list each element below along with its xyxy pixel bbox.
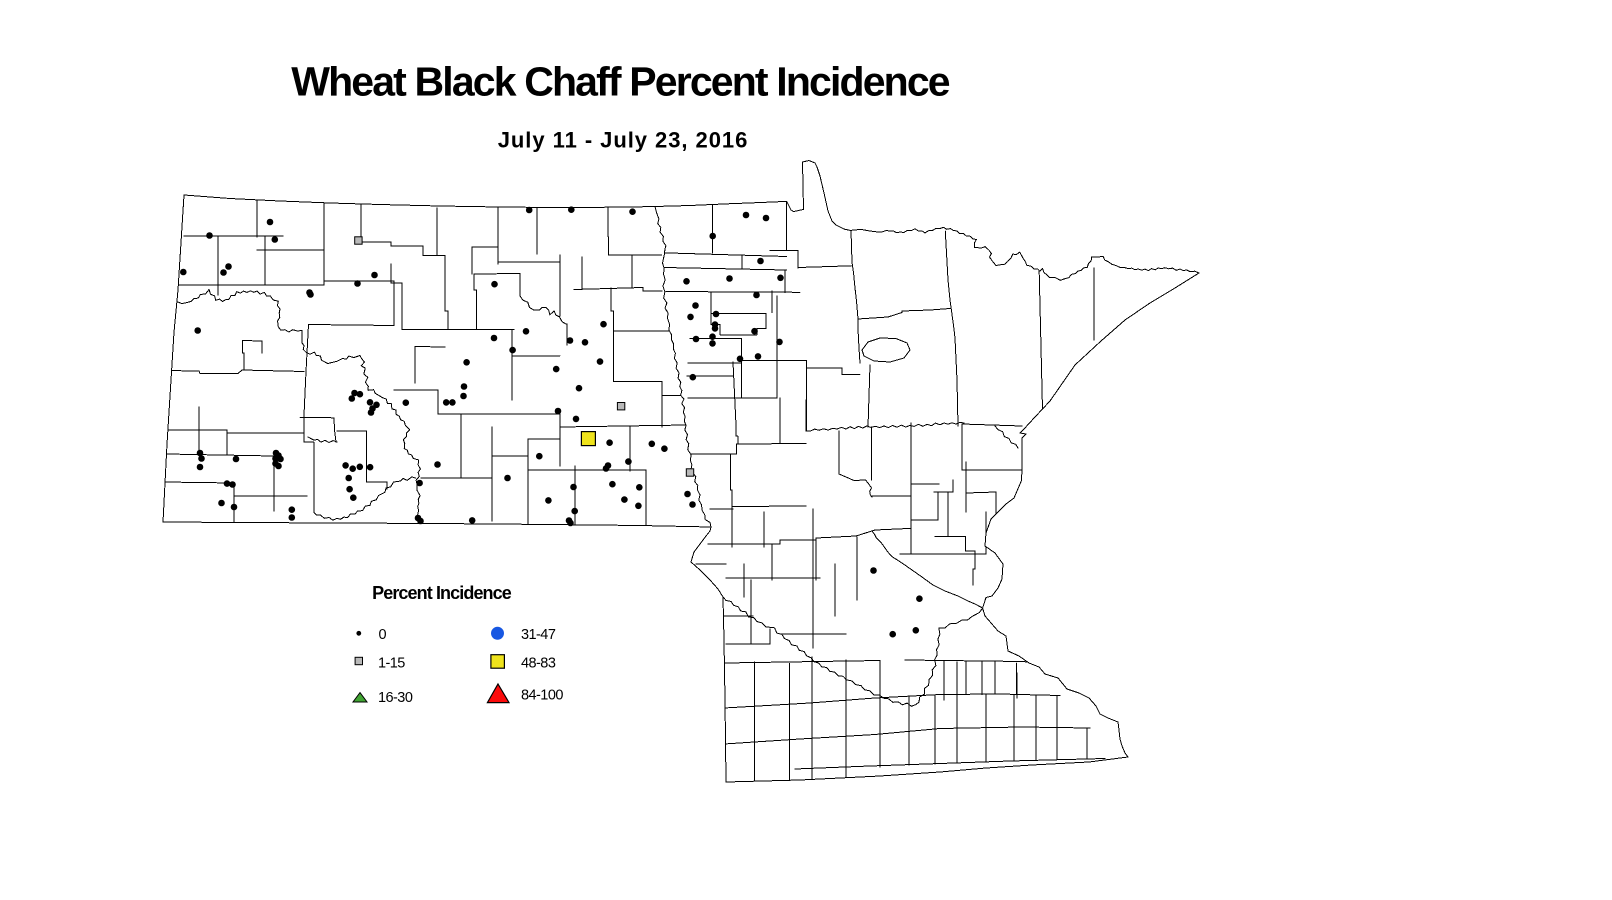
svg-text:31-47: 31-47 [521, 627, 556, 643]
svg-text:Wheat Black Chaff Percent Inci: Wheat Black Chaff Percent Incidence [291, 59, 950, 105]
svg-text:0: 0 [379, 627, 387, 643]
svg-text:July 11 - July 23, 2016: July 11 - July 23, 2016 [498, 128, 749, 153]
svg-text:48-83: 48-83 [521, 656, 556, 672]
svg-text:1-15: 1-15 [378, 656, 405, 672]
svg-text:16-30: 16-30 [378, 690, 413, 706]
svg-text:84-100: 84-100 [521, 688, 563, 704]
svg-text:Percent Incidence: Percent Incidence [372, 583, 512, 603]
